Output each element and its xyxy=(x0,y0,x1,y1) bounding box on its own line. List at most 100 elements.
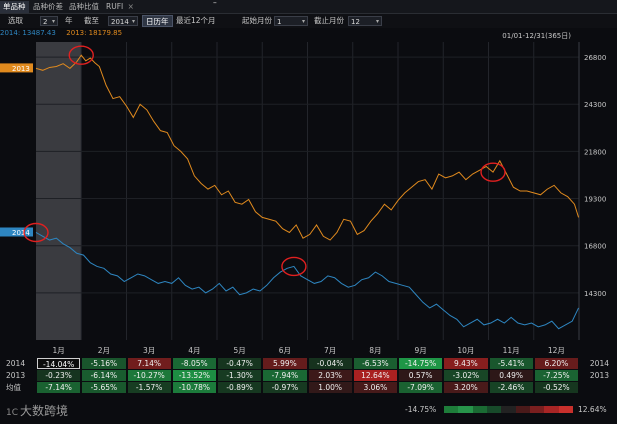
table-cell: -0.47% xyxy=(218,358,262,369)
table-cell: 7.14% xyxy=(127,358,171,369)
annotation-circle xyxy=(68,45,94,65)
logo-mark: 1C xyxy=(6,408,19,418)
tab-single-variety[interactable]: 单品种 xyxy=(0,1,29,13)
line-chart[interactable]: 26800 24300 21800 19300 16800 14300 2013 2014 xyxy=(0,40,617,345)
years-select[interactable]: 2 ▾ xyxy=(40,16,58,26)
tab-variety-spread[interactable]: 品种价差 xyxy=(33,2,63,11)
table-cell: -10.78% xyxy=(172,382,216,393)
table-cell: -0.04% xyxy=(308,358,352,369)
table-cell: 2.03% xyxy=(308,370,352,381)
table-cell: -6.53% xyxy=(353,358,397,369)
start-month-value: 1 xyxy=(277,18,282,26)
series-tag-label: 2013 xyxy=(12,65,30,73)
y-tick-label: 19300 xyxy=(584,196,606,204)
y-tick-label: 26800 xyxy=(584,54,606,62)
table-cell: 3.06% xyxy=(353,382,397,393)
table-cell: -5.65% xyxy=(82,382,126,393)
scale-max-label: 12.64% xyxy=(578,405,607,414)
toolbar: 选取 2 ▾ 年 截至 2014 ▾ 日历年 最近12个月 起始月份 1 ▾ 截… xyxy=(0,14,617,28)
close-icon[interactable]: × xyxy=(127,2,134,11)
select-label: 选取 xyxy=(8,16,23,25)
scale-swatch xyxy=(501,406,516,413)
scale-swatch xyxy=(486,406,502,413)
row-label: 均值 xyxy=(6,383,21,392)
table-cell: -0.23% xyxy=(37,370,81,381)
table-cell: -7.94% xyxy=(263,370,307,381)
month-header: 6月 xyxy=(278,346,292,355)
table-cell: -7.09% xyxy=(399,382,443,393)
scale-swatch xyxy=(515,406,530,413)
years-unit-label: 年 xyxy=(65,16,73,25)
table-cell: -13.52% xyxy=(172,370,216,381)
series-line-2014 xyxy=(35,232,579,330)
date-range-label: 01/01-12/31(365日) xyxy=(502,32,571,40)
tab-rufi-label: RUFI xyxy=(106,2,124,11)
table-cell: -1.57% xyxy=(127,382,171,393)
scale-swatch xyxy=(444,406,459,413)
years-select-value: 2 xyxy=(43,18,48,26)
annotation-circle xyxy=(480,162,506,182)
minimize-icon[interactable]: – xyxy=(213,0,217,7)
row-label: 2014 xyxy=(6,359,26,368)
table-cell: 0.57% xyxy=(399,370,443,381)
table-cell: -7.14% xyxy=(37,382,81,393)
color-scale-bar xyxy=(444,406,573,413)
y-tick-label: 24300 xyxy=(584,101,606,109)
logo: 1C 大数跨境 xyxy=(6,404,68,418)
scale-swatch xyxy=(558,406,573,413)
table-cell: 3.20% xyxy=(444,382,488,393)
series-line-2013 xyxy=(35,54,580,241)
table-cell: 1.00% xyxy=(308,382,352,393)
y-tick-label: 21800 xyxy=(584,148,606,156)
table-cell: -14.04% xyxy=(37,358,81,369)
row-label-right: 2013 xyxy=(589,371,609,380)
table-cell: -7.25% xyxy=(534,370,578,381)
table-cell: -14.75% xyxy=(399,358,443,369)
month-header: 7月 xyxy=(323,346,337,355)
table-cell: -5.41% xyxy=(489,358,533,369)
tab-rufi[interactable]: RUFI × xyxy=(103,1,139,13)
scale-swatch xyxy=(472,406,487,413)
row-label-right: 2014 xyxy=(589,359,609,368)
y-tick-label: 14300 xyxy=(584,290,606,298)
tab-bar: 单品种 品种价差 品种比值 RUFI × – xyxy=(0,0,617,14)
table-cell: -3.02% xyxy=(444,370,488,381)
table-cell: 6.20% xyxy=(534,358,578,369)
calendar-year-button[interactable]: 日历年 xyxy=(142,15,173,27)
start-month-select[interactable]: 1 ▾ xyxy=(274,16,308,26)
month-header: 10月 xyxy=(457,346,475,355)
month-header: 3月 xyxy=(142,346,156,355)
row-label: 2013 xyxy=(6,371,26,380)
scale-min-label: -14.75% xyxy=(405,405,437,414)
chevron-down-icon: ▾ xyxy=(301,18,305,25)
chevron-down-icon: ▾ xyxy=(375,18,379,25)
legend-2014: 2014: 13487.43 xyxy=(0,29,56,37)
month-header: 12月 xyxy=(547,346,565,355)
table-cell: -8.05% xyxy=(172,358,216,369)
tab-variety-ratio[interactable]: 品种比值 xyxy=(69,2,99,11)
table-cell: -0.97% xyxy=(263,382,307,393)
table-cell: -10.27% xyxy=(127,370,171,381)
month-header: 4月 xyxy=(188,346,201,355)
table-cell: 5.99% xyxy=(263,358,307,369)
month-header: 11月 xyxy=(502,346,520,355)
table-cell: -2.46% xyxy=(489,382,533,393)
table-cell: -6.14% xyxy=(82,370,126,381)
chevron-down-icon: ▾ xyxy=(51,18,55,25)
series-tag-label: 2014 xyxy=(12,229,30,237)
logo-text: 大数跨境 xyxy=(20,404,69,418)
month-header: 5月 xyxy=(233,346,246,355)
month-header: 9月 xyxy=(414,346,427,355)
month-header: 2月 xyxy=(97,346,111,355)
year-select[interactable]: 2014 ▾ xyxy=(108,16,138,26)
table-cell: -5.16% xyxy=(82,358,126,369)
scale-swatch xyxy=(544,406,559,413)
end-month-select[interactable]: 12 ▾ xyxy=(348,16,382,26)
series-tag-2014 xyxy=(0,227,33,237)
annotation-circle xyxy=(281,256,307,277)
chart-legend: 2014: 13487.43 2013: 18179.85 xyxy=(0,29,122,39)
table-cell: -1.30% xyxy=(218,370,262,381)
table-cell: -0.52% xyxy=(534,382,578,393)
recent-12-months-button[interactable]: 最近12个月 xyxy=(176,16,216,25)
january-highlight xyxy=(36,42,82,340)
